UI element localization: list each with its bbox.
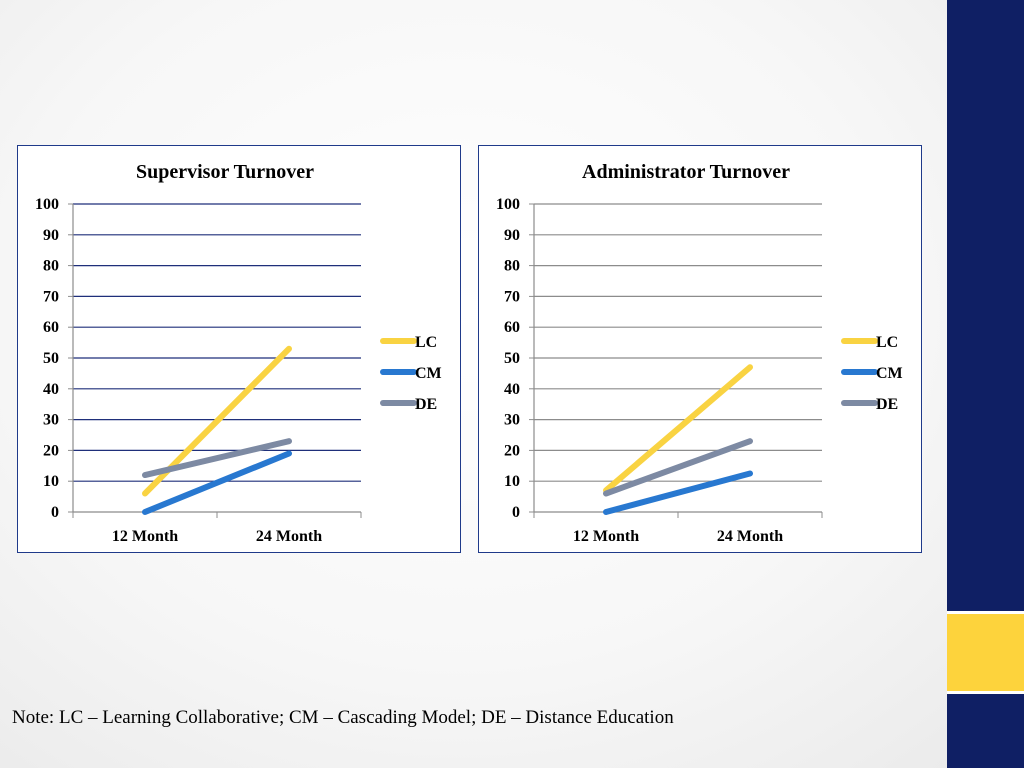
legend-label-lc: LC (415, 334, 437, 351)
legend-label-de: DE (876, 396, 898, 413)
y-tick-label: 30 (504, 412, 520, 429)
x-category-label: 24 Month (717, 528, 783, 545)
series-line-de (603, 438, 753, 497)
y-tick-label: 100 (496, 196, 520, 213)
chart-title: Administrator Turnover (582, 161, 790, 183)
y-tick-label: 0 (512, 504, 520, 521)
chart-title: Supervisor Turnover (136, 161, 314, 183)
side-gold-block (947, 614, 1024, 691)
y-tick-label: 90 (504, 227, 520, 244)
y-tick-label: 40 (43, 381, 59, 398)
y-tick-label: 90 (43, 227, 59, 244)
y-tick-label: 50 (504, 350, 520, 367)
legend-label-de: DE (415, 396, 437, 413)
administrator-turnover-chart: Administrator Turnover 0 10 20 30 40 50 60 70 80 9… (478, 145, 922, 553)
x-category-label: 24 Month (256, 528, 322, 545)
y-tick-label: 40 (504, 381, 520, 398)
side-bar-divider-bottom (947, 691, 1024, 694)
y-tick-label: 60 (504, 319, 520, 336)
x-category-label: 12 Month (112, 528, 178, 545)
y-tick-label: 70 (504, 288, 520, 305)
y-tick-label: 60 (43, 319, 59, 336)
y-tick-label: 20 (504, 442, 520, 459)
y-tick-label: 80 (43, 258, 59, 275)
footnote: Note: LC – Learning Collaborative; CM – … (12, 707, 674, 728)
series-line-de (142, 438, 292, 479)
series-line-cm (142, 450, 292, 515)
legend-label-cm: CM (415, 365, 442, 382)
y-tick-label: 10 (43, 473, 59, 490)
y-tick-label: 20 (43, 442, 59, 459)
y-tick-label: 0 (51, 504, 59, 521)
y-tick-label: 10 (504, 473, 520, 490)
series-line-cm (603, 470, 753, 515)
y-tick-label: 100 (35, 196, 59, 213)
y-tick-label: 50 (43, 350, 59, 367)
y-tick-label: 70 (43, 288, 59, 305)
legend-label-lc: LC (876, 334, 898, 351)
y-tick-label: 30 (43, 412, 59, 429)
legend-label-cm: CM (876, 365, 903, 382)
supervisor-turnover-chart: Supervisor Turnover 0 10 20 30 40 50 60 70 80 90 10… (17, 145, 461, 553)
administrator-turnover-svg: Administrator Turnover 0 10 20 30 40 50 60 70 80 9… (496, 161, 903, 545)
series-line-lc (603, 364, 753, 494)
supervisor-turnover-svg: Supervisor Turnover 0 10 20 30 40 50 60 70 80 90 10… (35, 161, 442, 545)
side-bar-divider-top (947, 611, 1024, 614)
x-category-label: 12 Month (573, 528, 639, 545)
y-tick-label: 80 (504, 258, 520, 275)
